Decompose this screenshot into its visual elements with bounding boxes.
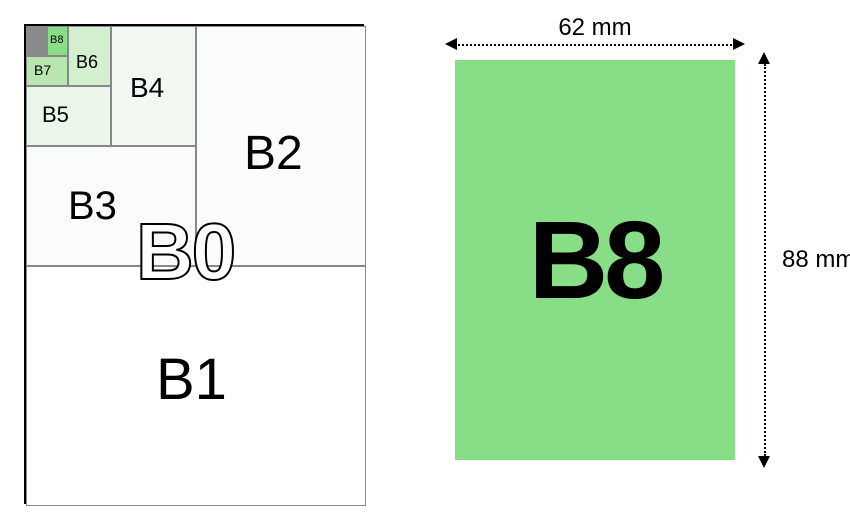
label-b7: B7 [34,62,51,78]
width-dim-line [455,44,735,46]
width-value: 62 mm [445,14,745,42]
height-dim-line [764,64,766,456]
label-b4: B4 [130,72,164,104]
arrow-down-icon [758,456,770,468]
label-b1: B1 [156,346,227,413]
b8-enlarged: B8 [455,60,735,460]
label-b5: B5 [42,102,69,128]
height-value: 88 mm [782,246,850,274]
label-b2: B2 [244,126,303,181]
label-b6: B6 [76,52,98,73]
figure: B1 B2 B3 B4 B5 B6 B7 B8 B0 62 mm B8 88 m… [0,0,850,529]
label-b3: B3 [68,184,117,229]
label-b8-big: B8 [529,197,662,324]
arrow-up-icon [758,52,770,64]
height-dimension: 88 mm [748,52,778,468]
b-series-diagram: B1 B2 B3 B4 B5 B6 B7 B8 B0 [24,24,364,504]
rect-b9 [26,26,47,56]
width-dimension: 62 mm [445,20,745,50]
arrow-right-icon [733,38,745,50]
label-b0: B0 [136,206,234,298]
label-b8-small: B8 [50,34,63,46]
